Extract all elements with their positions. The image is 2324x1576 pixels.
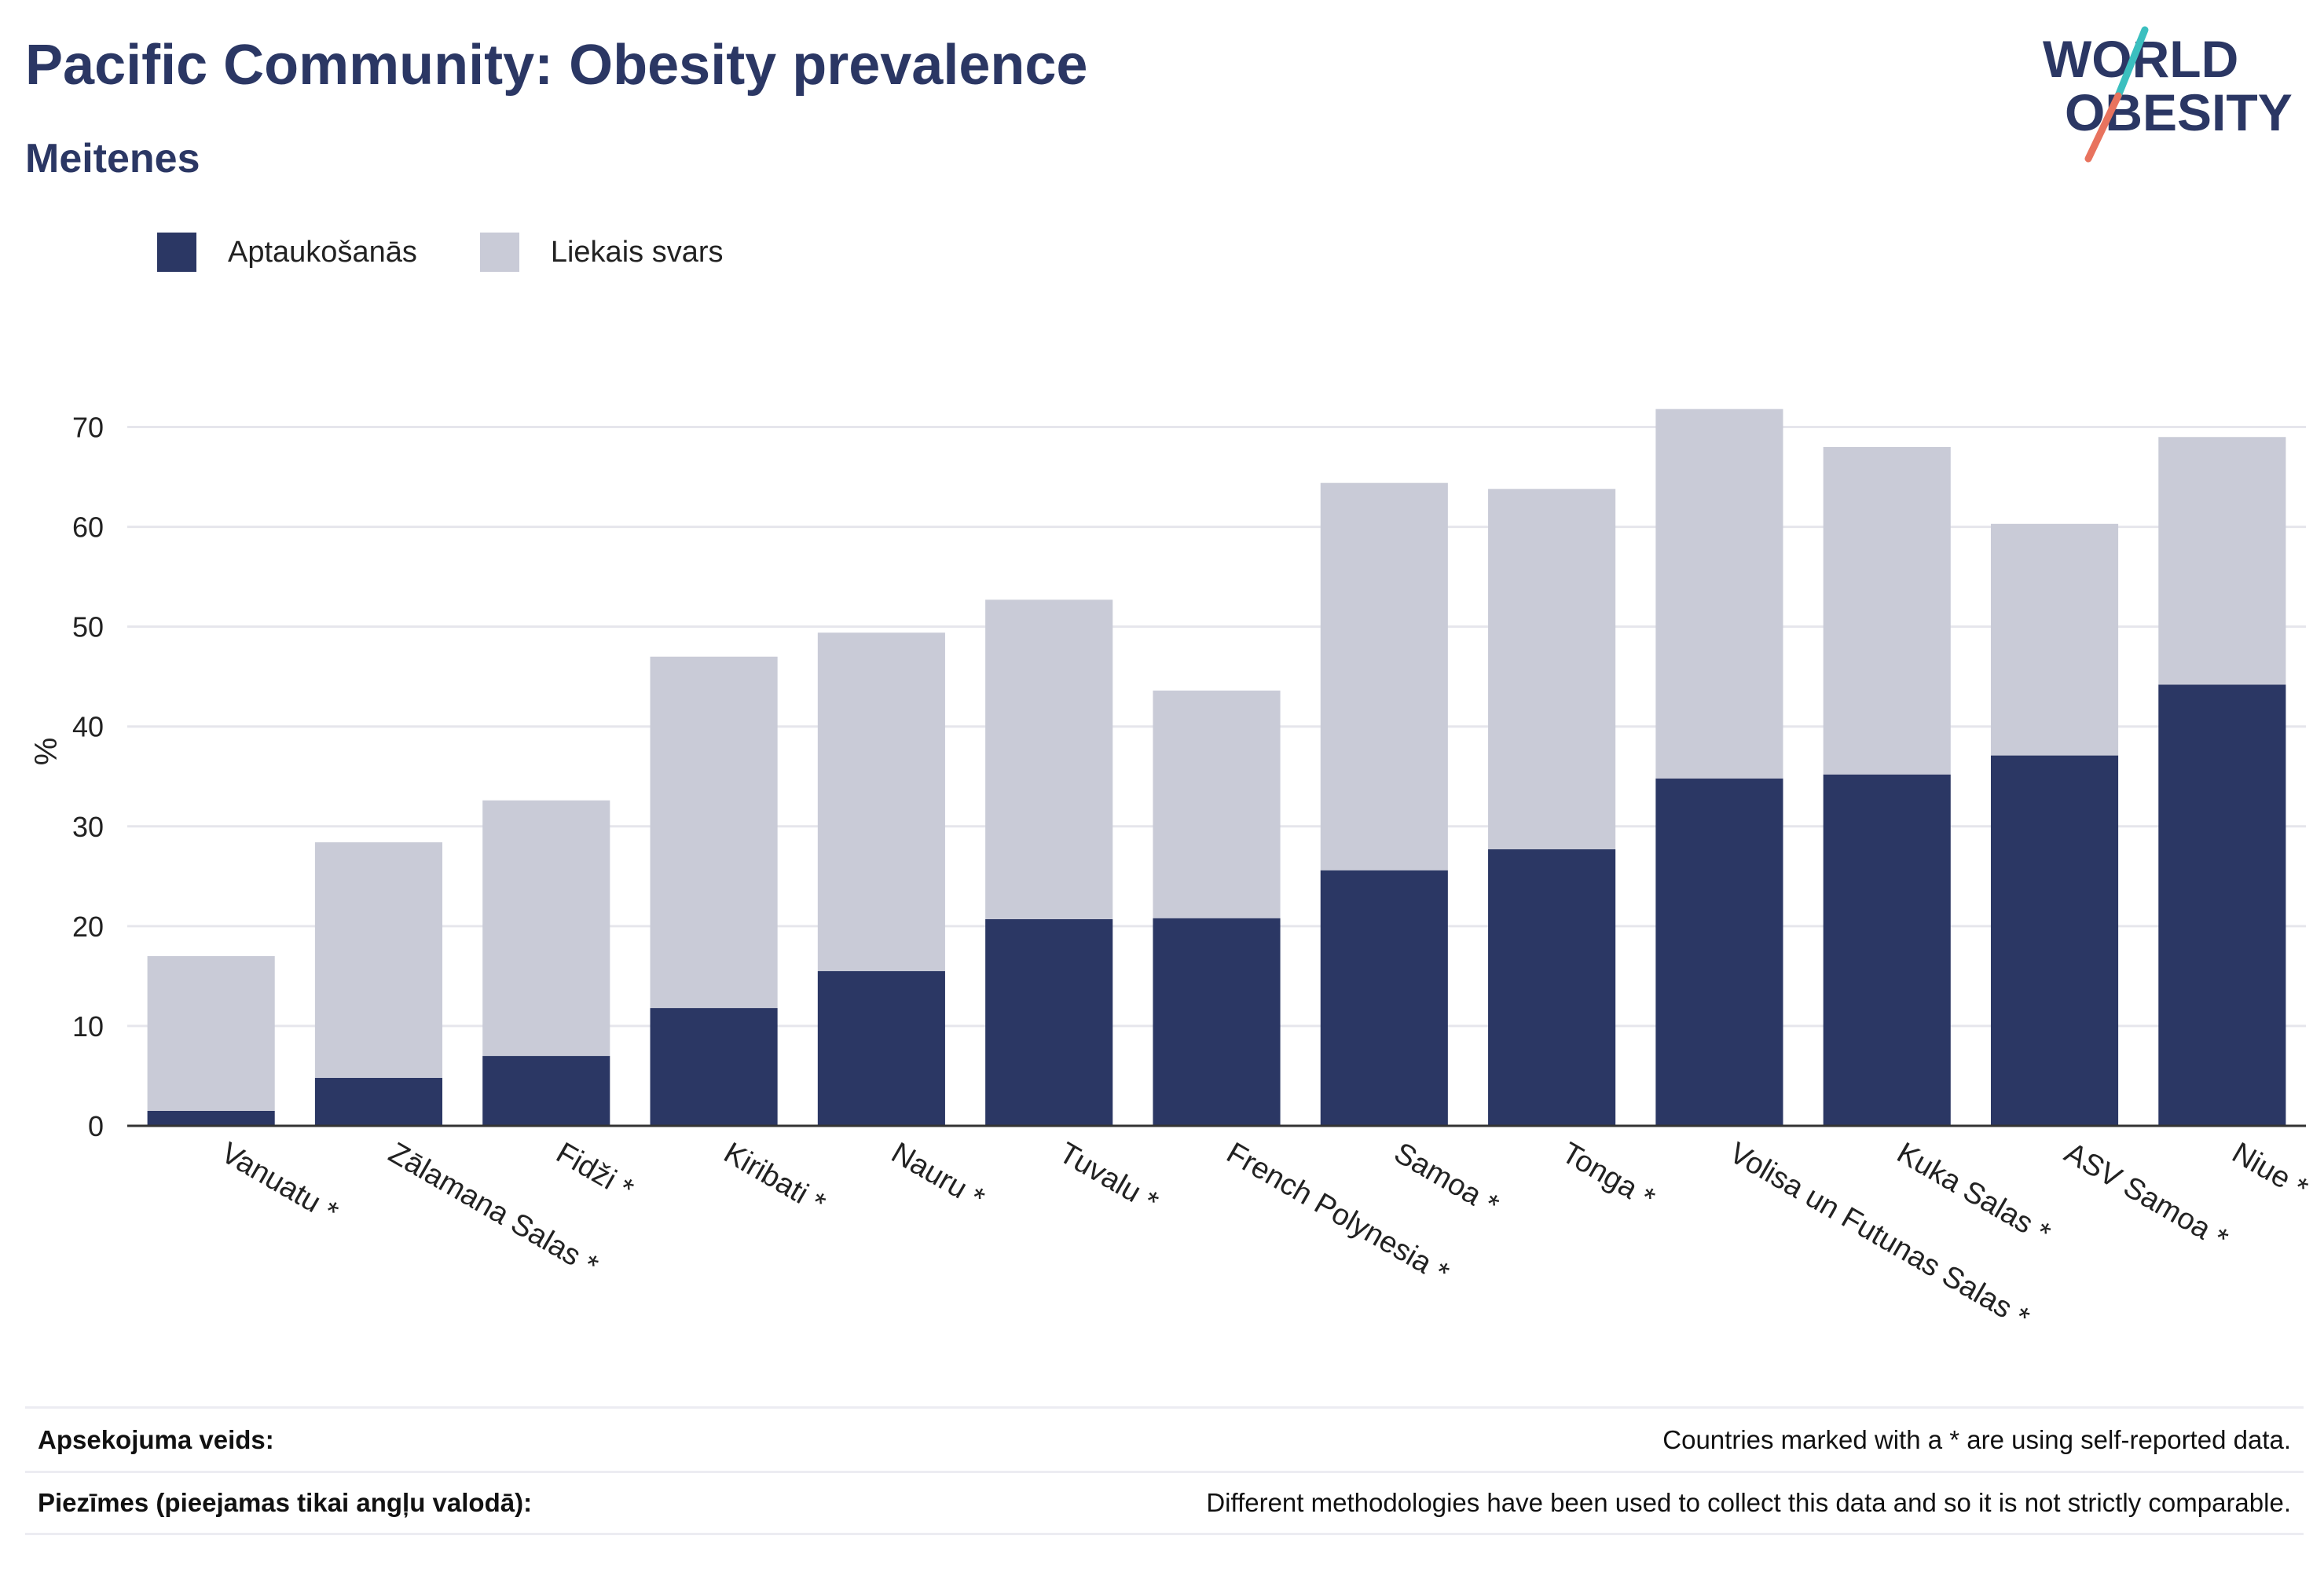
page-title: Pacific Community: Obesity prevalence <box>25 34 1088 97</box>
bar-obesity <box>2158 684 2286 1126</box>
bar-obesity <box>1153 918 1281 1126</box>
bar-obesity <box>147 1110 275 1126</box>
logo-slash-bottom <box>2084 92 2122 163</box>
legend-swatch-overweight <box>479 233 519 272</box>
bar-obesity <box>482 1056 610 1126</box>
y-axis-label: % <box>29 738 64 766</box>
y-tick-label: 30 <box>72 811 104 843</box>
y-tick-label: 50 <box>72 611 104 643</box>
x-tick-label: Fidži * <box>551 1136 640 1206</box>
bar-obesity <box>1823 774 1951 1126</box>
x-tick-label: Niue * <box>2227 1136 2314 1205</box>
legend-label-overweight: Liekais svars <box>550 235 724 269</box>
x-tick-label: Kuka Salas * <box>1891 1136 2056 1250</box>
y-tick-label: 70 <box>72 412 104 444</box>
bar-overweight <box>650 656 778 1009</box>
bar-overweight <box>1990 523 2119 756</box>
bar-overweight <box>1823 446 1951 775</box>
bar-obesity <box>1320 870 1448 1126</box>
legend-label-obesity: Aptaukošanās <box>228 235 417 269</box>
footer-value-survey-type: Countries marked with a * are using self… <box>1662 1424 2291 1454</box>
footer-value-notes: Different methodologies have been used t… <box>1206 1488 2291 1517</box>
bar-obesity <box>985 918 1113 1126</box>
x-tick-label: Nauru * <box>885 1136 990 1215</box>
x-tick-label: Samoa * <box>1388 1136 1504 1222</box>
bar-obesity <box>1655 778 1783 1126</box>
footer-label-notes: Piezīmes (pieejamas tikai angļu valodā): <box>38 1488 533 1517</box>
bar-obesity <box>1488 849 1616 1126</box>
page-subtitle: Meitenes <box>25 136 200 181</box>
bar-obesity <box>314 1078 443 1126</box>
x-tick-label: Vanuatu * <box>215 1136 343 1230</box>
x-tick-label: ASV Samoa * <box>2059 1136 2234 1256</box>
bar-overweight <box>1488 489 1616 850</box>
logo-slash-top <box>2114 26 2149 100</box>
bar-obesity <box>650 1008 778 1126</box>
y-tick-label: 40 <box>72 711 104 743</box>
footer-row-notes: Piezīmes (pieejamas tikai angļu valodā):… <box>25 1471 2304 1535</box>
bar-overweight <box>1320 482 1448 870</box>
footer-label-survey-type: Apsekojuma veids: <box>38 1424 274 1454</box>
footer-row-survey-type: Apsekojuma veids: Countries marked with … <box>25 1406 2304 1471</box>
x-tick-label: Tonga * <box>1556 1136 1661 1215</box>
world-obesity-logo: WORLD OBESITY <box>2043 26 2293 163</box>
x-tick-label: Tuvalu * <box>1054 1136 1164 1219</box>
bar-overweight <box>817 632 945 972</box>
bar-overweight <box>2158 437 2286 685</box>
bar-overweight <box>482 800 610 1057</box>
bar-overweight <box>314 842 443 1079</box>
bar-overweight <box>985 599 1113 919</box>
bar-obesity <box>1990 755 2119 1126</box>
bar-overweight <box>1153 690 1281 918</box>
legend-swatch-obesity <box>157 233 196 272</box>
y-tick-label: 10 <box>72 1010 104 1043</box>
legend-item-overweight[interactable]: Liekais svars <box>479 233 724 272</box>
x-tick-label: Volisa un Futunas Salas * <box>1724 1136 2035 1335</box>
legend-item-obesity[interactable]: Aptaukošanās <box>157 233 417 272</box>
bar-overweight <box>1655 409 1783 779</box>
y-tick-label: 0 <box>88 1110 104 1142</box>
x-tick-label: Kiribati * <box>718 1136 831 1220</box>
y-tick-label: 60 <box>72 511 104 544</box>
bar-obesity <box>817 971 945 1126</box>
chart-legend: Aptaukošanās Liekais svars <box>157 233 786 272</box>
footer-table: Apsekojuma veids: Countries marked with … <box>25 1406 2304 1535</box>
y-tick-label: 20 <box>72 911 104 943</box>
bar-overweight <box>147 955 275 1111</box>
